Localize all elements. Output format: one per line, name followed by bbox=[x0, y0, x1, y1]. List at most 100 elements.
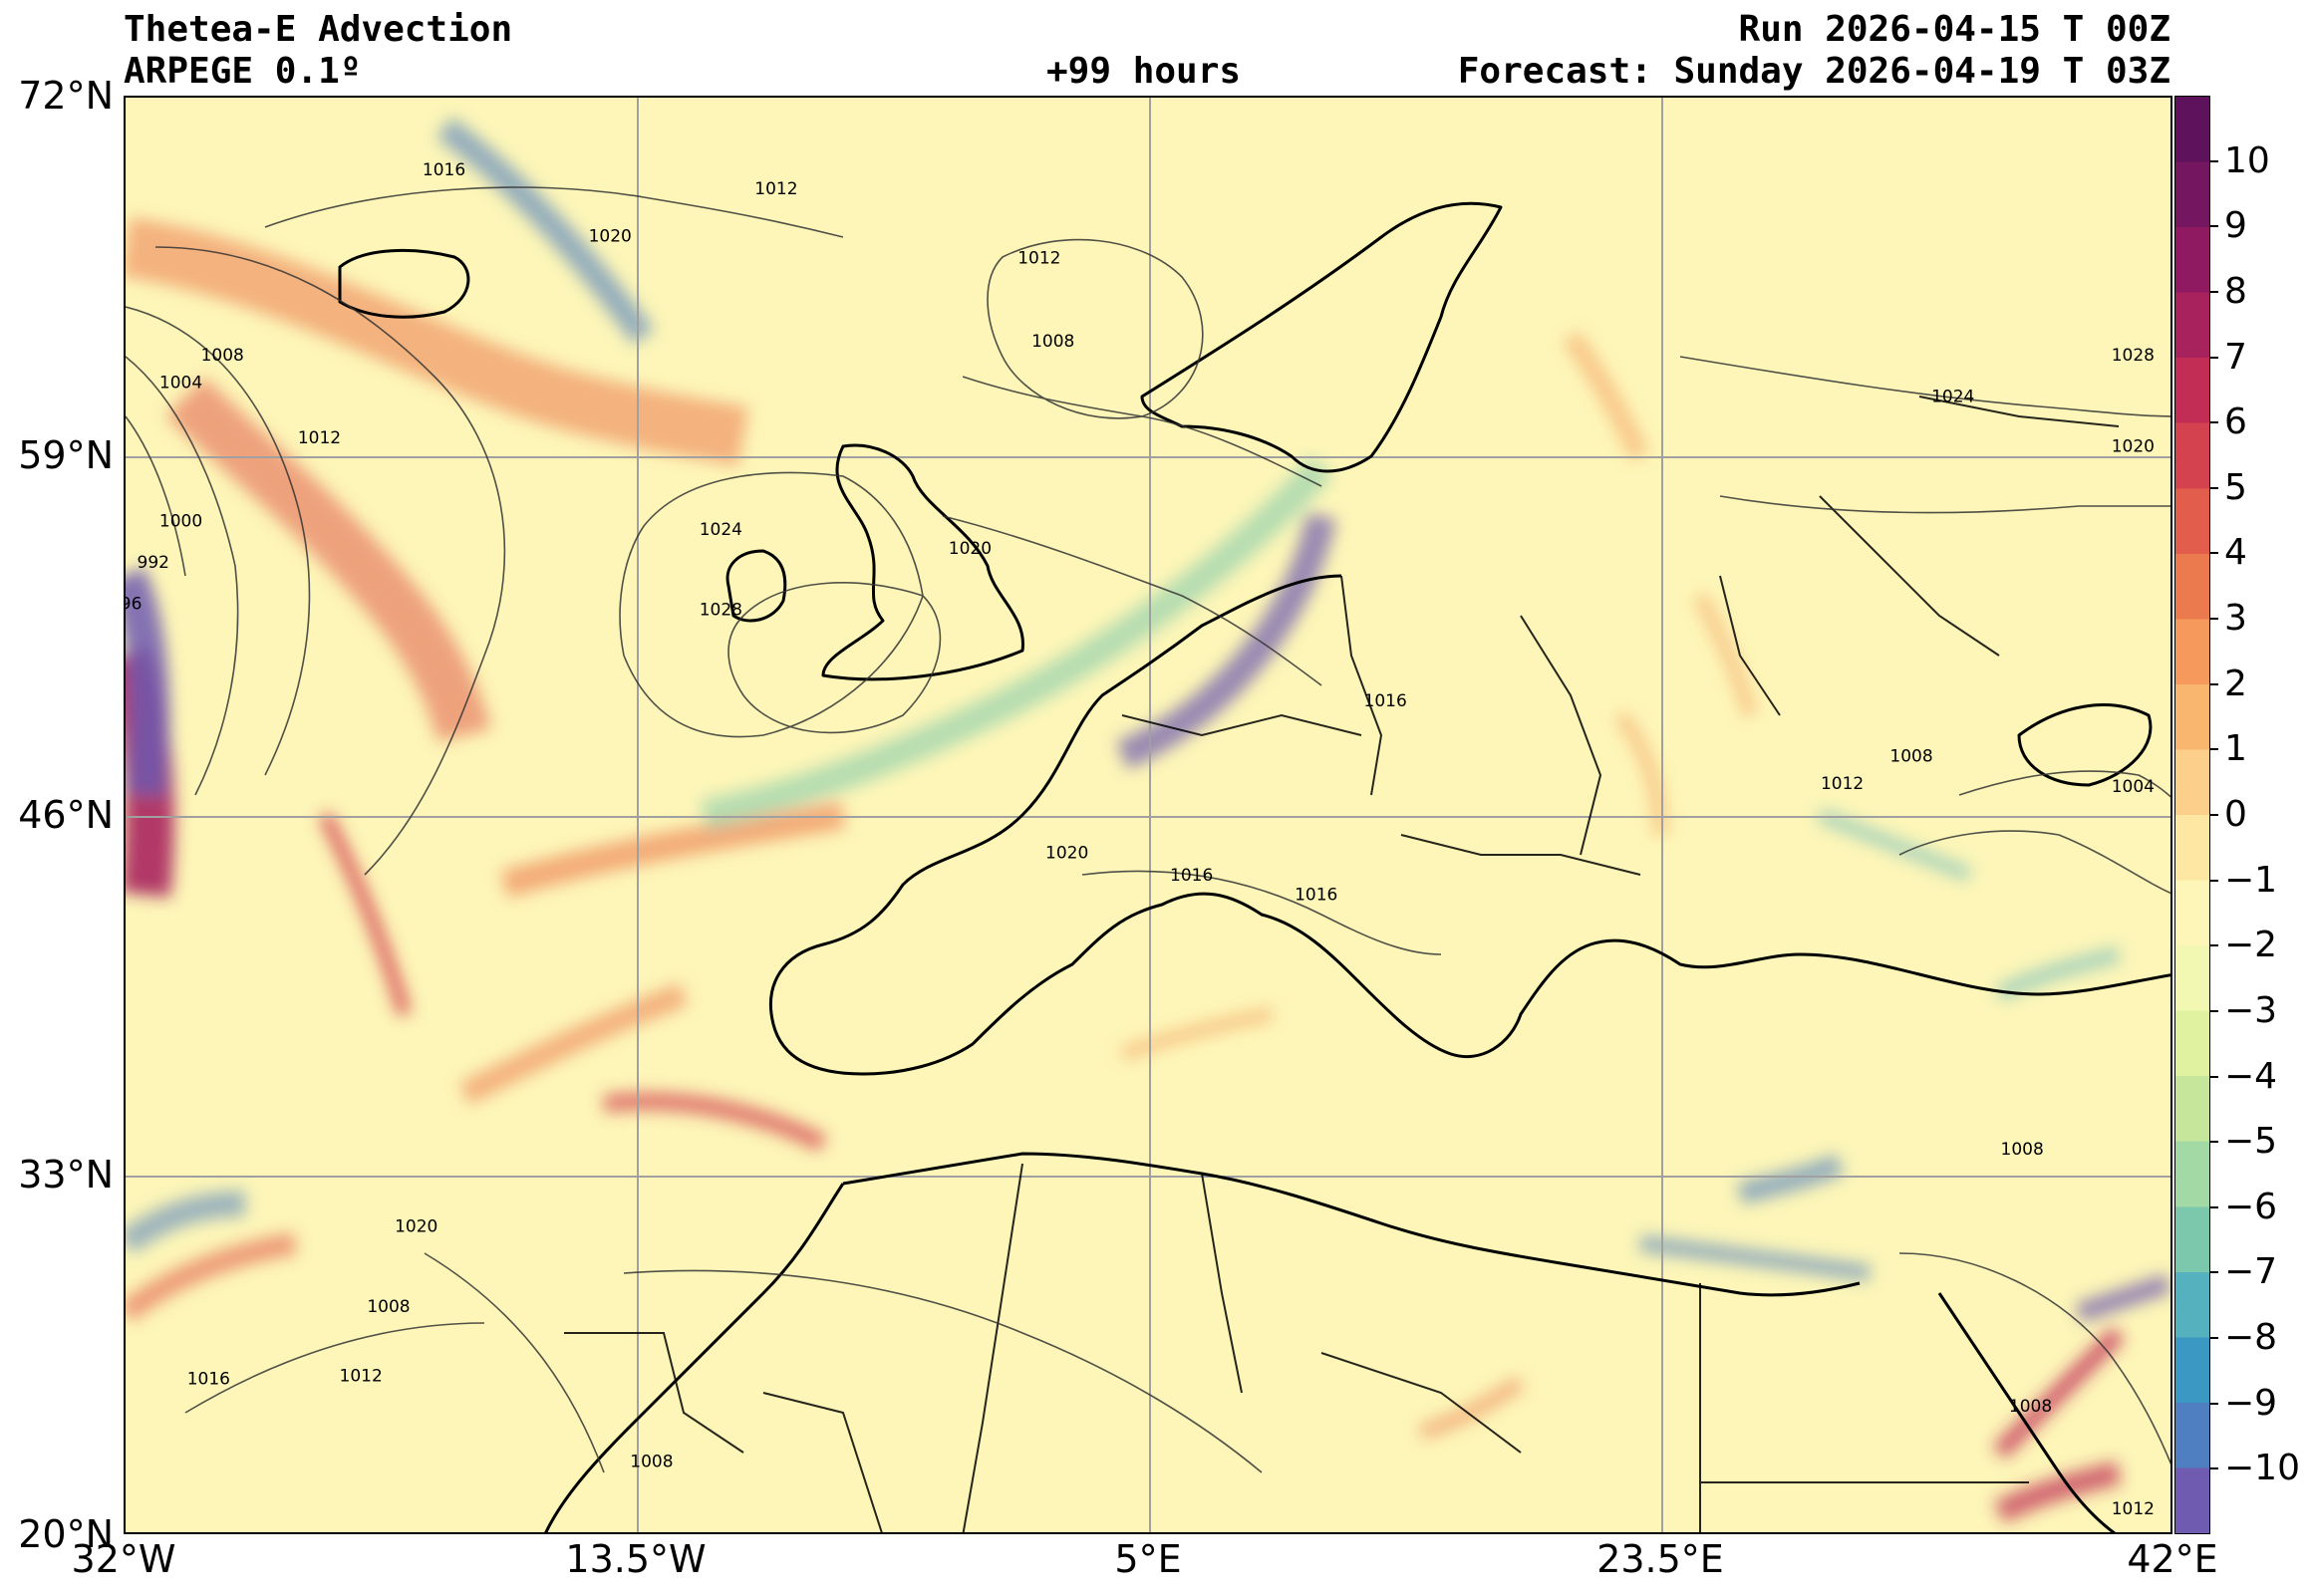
isobar-label: 1020 bbox=[589, 226, 632, 246]
cool-band bbox=[1995, 946, 2121, 1002]
run-label: Run 2026-04-15 T 00Z bbox=[1738, 9, 2170, 50]
forecast-label: Forecast: Sunday 2026-04-19 T 03Z bbox=[1457, 51, 2170, 92]
colorbar-tick-mark bbox=[2210, 1141, 2218, 1144]
colorbar-tick-label: 7 bbox=[2224, 336, 2247, 378]
isobar-label: 1020 bbox=[1045, 844, 1088, 864]
colorbar-tick-mark bbox=[2210, 356, 2218, 359]
isobars bbox=[126, 186, 2170, 1473]
colorbar-tick-mark bbox=[2210, 682, 2218, 685]
colorbar-tick-label: 0 bbox=[2224, 794, 2247, 835]
isobar-label: 1024 bbox=[700, 520, 742, 540]
colorbar-tick-label: 4 bbox=[2224, 532, 2247, 574]
warm-band bbox=[458, 982, 689, 1105]
latitude-tick-label: 72°N bbox=[18, 74, 114, 118]
longitude-tick-label: 5°E bbox=[1114, 1537, 1182, 1581]
isobar-line bbox=[264, 186, 844, 238]
isobar-line bbox=[184, 1322, 485, 1414]
isobar-label: 1012 bbox=[2112, 1499, 2155, 1519]
warm-band bbox=[1993, 1461, 2122, 1523]
warm-band bbox=[499, 801, 846, 899]
warm-band bbox=[602, 1092, 828, 1153]
border-line bbox=[762, 1392, 883, 1532]
colorbar-tick-label: 9 bbox=[2224, 205, 2247, 247]
longitude-tick-label: 23.5°E bbox=[1596, 1537, 1724, 1581]
isobar-line bbox=[1958, 770, 2170, 798]
isobar-label: 1016 bbox=[1170, 866, 1213, 886]
colorbar-tick-label: −6 bbox=[2224, 1186, 2278, 1227]
colorbar-tick-mark bbox=[2210, 552, 2218, 555]
isobar-line bbox=[619, 471, 924, 738]
cool-band bbox=[701, 456, 1333, 830]
isobar-line bbox=[942, 515, 1322, 686]
colorbar-tick-label: 5 bbox=[2224, 466, 2247, 508]
isobar-label: 1008 bbox=[1031, 332, 1074, 352]
warm-band bbox=[318, 811, 412, 1016]
colorbar-tick-mark bbox=[2210, 618, 2218, 621]
border-line bbox=[1520, 615, 1602, 856]
isobar-label: 1008 bbox=[2001, 1140, 2044, 1160]
colorbar-tick-label: −7 bbox=[2224, 1251, 2278, 1293]
colorbar-tick-mark bbox=[2210, 486, 2218, 489]
colorbar-tick-label: −8 bbox=[2224, 1317, 2278, 1359]
country-borders bbox=[564, 396, 2120, 1532]
border-line bbox=[1400, 834, 1641, 876]
colorbar-tick-mark bbox=[2210, 1467, 2218, 1470]
isobar-label: 1020 bbox=[949, 539, 992, 559]
isobar-line bbox=[1081, 870, 1442, 955]
europe-coast bbox=[768, 574, 2170, 1076]
latitude-tick-label: 59°N bbox=[18, 433, 114, 477]
iceland-coast bbox=[338, 248, 470, 319]
colorbar-tick-mark bbox=[2210, 944, 2218, 947]
colorbar-tick-label: −10 bbox=[2224, 1448, 2300, 1489]
colorbar-tick-label: 1 bbox=[2224, 728, 2247, 770]
isobar-line bbox=[1679, 356, 2170, 417]
cool-band bbox=[2075, 1273, 2170, 1323]
isobar-label: 1016 bbox=[1295, 885, 1337, 905]
map-panel: 1016 1012 1020 1012 1008 1008 1004 1012 1000 992 9… bbox=[124, 96, 2172, 1534]
colorbar-tick-label: −2 bbox=[2224, 925, 2278, 966]
isobar-labels: 1016 1012 1020 1012 1008 1008 1004 1012 1000 992 9… bbox=[126, 160, 2155, 1519]
cool-band bbox=[126, 567, 169, 797]
advection-field bbox=[126, 117, 2170, 1523]
colorbar-tick-label: 8 bbox=[2224, 270, 2247, 312]
great-britain-coast bbox=[821, 443, 1024, 681]
model-label: ARPEGE 0.1º bbox=[124, 51, 362, 92]
isobar-label: 1020 bbox=[2112, 436, 2155, 456]
latitude-tick-label: 33°N bbox=[18, 1153, 114, 1197]
colorbar-tick-mark bbox=[2210, 1402, 2218, 1405]
longitude-tick-label: 32°W bbox=[71, 1537, 176, 1581]
map-canvas: 1016 1012 1020 1012 1008 1008 1004 1012 1000 992 9… bbox=[126, 98, 2170, 1532]
border-line bbox=[1719, 575, 1781, 716]
colorbar-tick-label: −5 bbox=[2224, 1121, 2278, 1163]
longitude-tick-label: 42°E bbox=[2127, 1537, 2218, 1581]
border-line bbox=[962, 1163, 1023, 1532]
isobar-label: 1008 bbox=[2009, 1397, 2052, 1417]
cool-band bbox=[1116, 512, 1336, 769]
colorbar-tick-label: 10 bbox=[2224, 139, 2270, 181]
colorbar-tick-mark bbox=[2210, 879, 2218, 882]
isobar-label: 1012 bbox=[1017, 249, 1060, 269]
colorbar-tick-mark bbox=[2210, 1205, 2218, 1208]
colorbar-tick-mark bbox=[2210, 1337, 2218, 1340]
warm-band bbox=[165, 377, 491, 743]
isobar-line bbox=[126, 306, 311, 776]
isobar-line bbox=[154, 246, 506, 876]
colorbar-tick-label: −9 bbox=[2224, 1382, 2278, 1424]
red-sea-coast bbox=[1937, 1292, 2117, 1532]
isobar-label: 96 bbox=[126, 595, 142, 615]
isobar-label: 1028 bbox=[700, 600, 742, 620]
cool-band bbox=[1737, 1154, 1845, 1204]
isobar-line bbox=[126, 356, 239, 796]
isobar-label: 1024 bbox=[1931, 387, 1974, 406]
colorbar-tick-mark bbox=[2210, 225, 2218, 228]
isobar-label: 1004 bbox=[2112, 777, 2155, 797]
isobar-label: 1012 bbox=[340, 1366, 383, 1386]
isobar-label: 1012 bbox=[754, 179, 797, 199]
isobar-line bbox=[623, 1269, 1263, 1473]
isobar-line bbox=[126, 415, 186, 577]
isobar-label: 992 bbox=[138, 553, 169, 573]
graticule bbox=[126, 98, 2170, 1532]
isobar-line bbox=[424, 1252, 605, 1473]
isobar-label: 1020 bbox=[395, 1217, 437, 1237]
black-sea-coast bbox=[2017, 703, 2153, 787]
